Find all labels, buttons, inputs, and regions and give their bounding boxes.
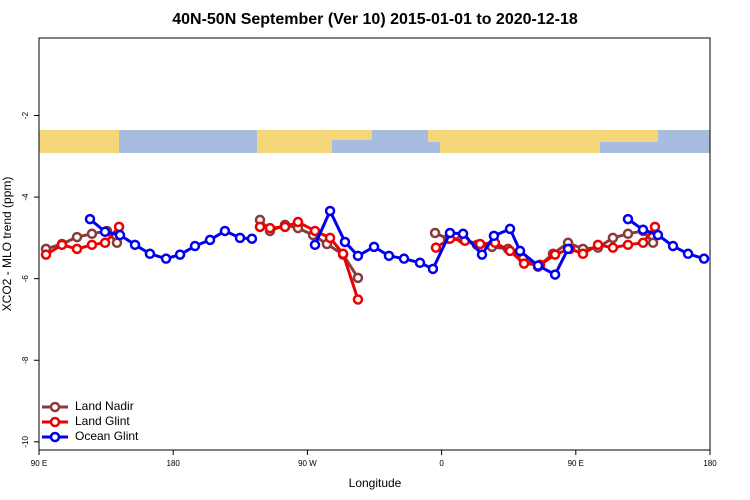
data-point — [514, 245, 526, 257]
data-point — [144, 248, 156, 260]
data-point — [86, 239, 98, 251]
data-point — [504, 245, 516, 257]
data-point — [246, 233, 258, 244]
data-point — [549, 249, 561, 260]
legend-label: Land Glint — [75, 414, 130, 428]
data-point — [457, 228, 469, 240]
data-point — [219, 225, 231, 237]
data-point — [649, 221, 661, 233]
data-point — [652, 229, 664, 241]
data-point — [562, 243, 574, 255]
data-point — [129, 239, 141, 251]
data-point — [647, 237, 659, 249]
plot-frame — [38, 37, 711, 451]
data-point — [429, 227, 441, 239]
legend-marker — [49, 401, 61, 413]
map-land — [440, 142, 600, 153]
x-tick-label: 90 E — [568, 459, 584, 468]
data-point — [99, 237, 111, 249]
data-point — [40, 249, 52, 260]
data-point — [324, 232, 336, 244]
x-tick-label: 180 — [703, 459, 717, 468]
data-point — [476, 249, 488, 260]
data-point — [204, 234, 216, 246]
data-point — [414, 257, 426, 269]
data-point — [427, 263, 439, 275]
data-point — [637, 224, 649, 235]
data-point — [86, 228, 98, 240]
data-point — [383, 250, 395, 262]
data-point — [113, 221, 125, 233]
data-point — [71, 231, 83, 243]
data-point — [114, 229, 126, 241]
data-point — [189, 240, 201, 252]
data-point — [504, 223, 516, 235]
data-point — [474, 238, 486, 250]
x-tick-label: 90 E — [31, 459, 47, 468]
y-tick-label: -2 — [21, 111, 30, 119]
data-point — [682, 248, 694, 260]
data-point — [279, 221, 291, 233]
data-point — [622, 239, 634, 251]
data-point — [324, 205, 336, 217]
legend-marker — [49, 416, 61, 428]
data-point — [532, 260, 544, 271]
data-point — [667, 240, 679, 252]
y-tick-label: -8 — [21, 356, 30, 364]
data-point — [292, 216, 304, 228]
data-point — [549, 269, 561, 280]
data-point — [99, 226, 111, 238]
y-tick-label: -10 — [21, 436, 30, 448]
chart-title: 40N-50N September (Ver 10) 2015-01-01 to… — [172, 11, 578, 28]
data-point — [398, 253, 410, 264]
data-point — [339, 236, 351, 248]
data-point — [160, 253, 172, 264]
x-axis-label: Longitude — [349, 476, 402, 490]
map-land — [332, 130, 372, 140]
data-point — [174, 249, 186, 260]
data-point — [234, 232, 246, 244]
data-point — [698, 253, 710, 264]
y-tick-label: -6 — [21, 275, 30, 283]
x-tick-label: 180 — [167, 459, 181, 468]
legend-marker — [49, 431, 61, 443]
data-point — [71, 243, 83, 255]
series — [84, 205, 710, 280]
x-tick-label: 0 — [439, 459, 444, 468]
data-point — [84, 213, 96, 225]
data-point — [444, 227, 456, 239]
data-point — [309, 225, 321, 237]
data-point — [518, 258, 530, 269]
map-land — [257, 130, 332, 153]
data-point — [352, 250, 364, 262]
y-axis-label: XCO2 - MLO trend (ppm) — [0, 177, 14, 312]
data-point — [352, 272, 364, 284]
legend-label: Land Nadir — [75, 399, 134, 413]
data-point — [622, 228, 634, 240]
data-point — [622, 213, 634, 225]
data-point — [368, 241, 380, 253]
legend-label: Ocean Glint — [75, 429, 139, 443]
data-point — [607, 232, 619, 244]
y-tick-label: -4 — [21, 193, 30, 201]
data-point — [430, 242, 442, 253]
map-land — [428, 130, 658, 142]
x-tick-label: 90 W — [298, 459, 317, 468]
data-point — [56, 239, 68, 251]
data-point — [577, 248, 589, 260]
data-point — [254, 221, 266, 233]
data-point — [637, 237, 649, 249]
data-point — [264, 222, 276, 234]
data-point — [607, 242, 619, 253]
data-point — [488, 230, 500, 242]
data-point — [309, 239, 321, 251]
data-point — [352, 294, 364, 305]
map-land — [39, 130, 119, 153]
data-point — [592, 239, 604, 251]
map-strip — [39, 130, 710, 153]
data-point — [337, 248, 349, 260]
